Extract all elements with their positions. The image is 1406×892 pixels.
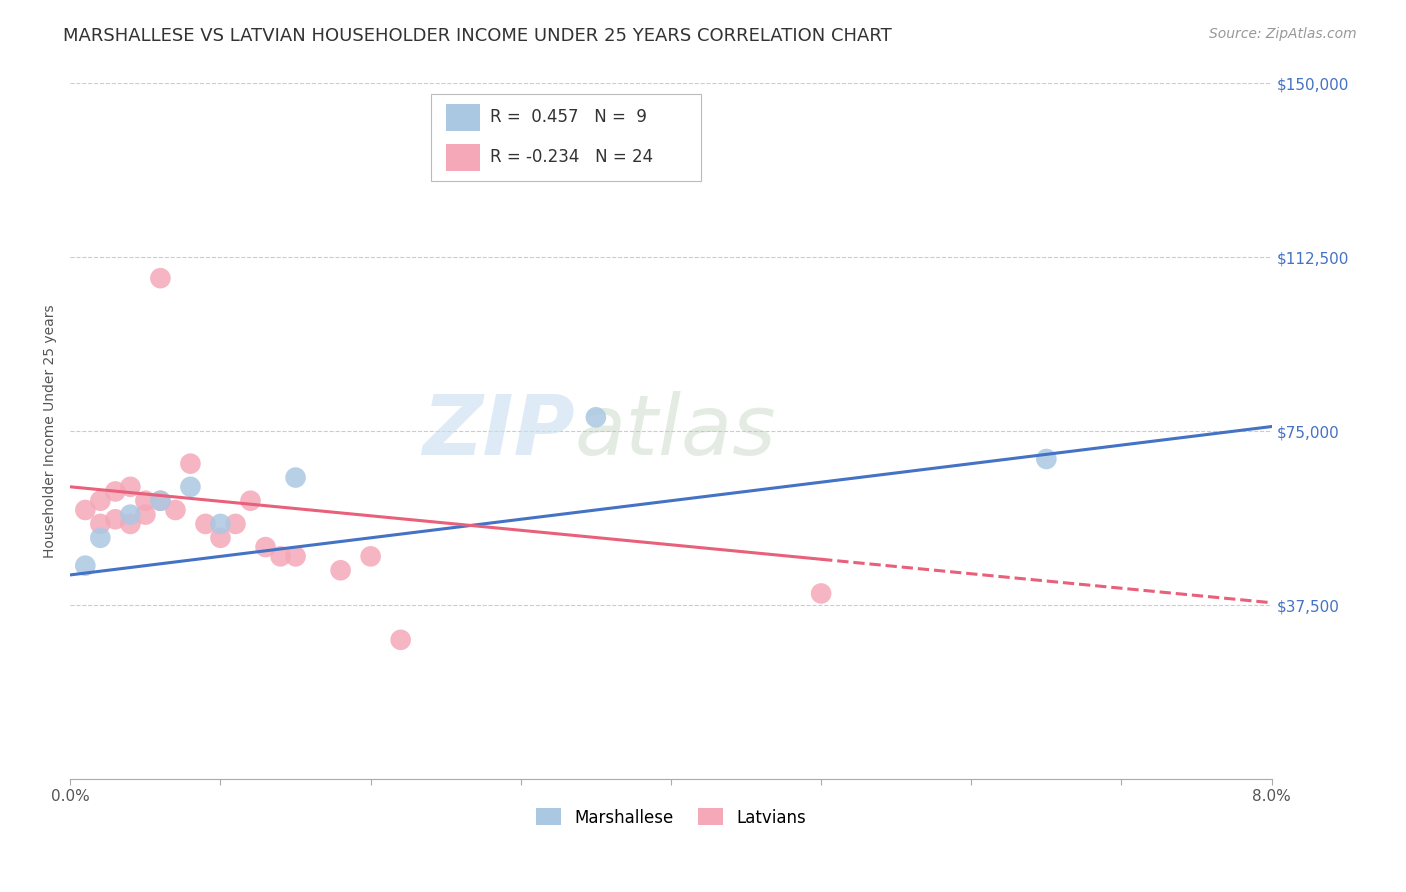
Bar	[446, 104, 479, 130]
Point	[254, 540, 277, 554]
Point	[75, 558, 97, 573]
Point	[104, 512, 127, 526]
Point	[209, 516, 232, 531]
Point	[89, 531, 111, 545]
Text: R =  0.457   N =  9: R = 0.457 N = 9	[489, 108, 647, 127]
Point	[120, 480, 142, 494]
Point	[224, 516, 246, 531]
Point	[149, 271, 172, 285]
Y-axis label: Householder Income Under 25 years: Householder Income Under 25 years	[44, 304, 58, 558]
Point	[179, 480, 201, 494]
Point	[284, 549, 307, 564]
Point	[389, 632, 412, 647]
Point	[89, 493, 111, 508]
Point	[1035, 452, 1057, 467]
Point	[585, 410, 607, 425]
Point	[165, 503, 187, 517]
Point	[179, 457, 201, 471]
Point	[360, 549, 382, 564]
Point	[284, 470, 307, 484]
Bar	[446, 145, 479, 170]
Point	[104, 484, 127, 499]
Point	[120, 508, 142, 522]
Point	[134, 493, 156, 508]
Point	[134, 508, 156, 522]
Point	[194, 516, 217, 531]
Point	[810, 586, 832, 600]
FancyBboxPatch shape	[430, 94, 702, 181]
Point	[149, 493, 172, 508]
Point	[329, 563, 352, 577]
Point	[209, 531, 232, 545]
Point	[270, 549, 292, 564]
Point	[89, 516, 111, 531]
Text: ZIP: ZIP	[422, 391, 575, 472]
Text: MARSHALLESE VS LATVIAN HOUSEHOLDER INCOME UNDER 25 YEARS CORRELATION CHART: MARSHALLESE VS LATVIAN HOUSEHOLDER INCOM…	[63, 27, 891, 45]
Text: atlas: atlas	[575, 391, 776, 472]
Legend: Marshallese, Latvians: Marshallese, Latvians	[529, 802, 813, 833]
Text: Source: ZipAtlas.com: Source: ZipAtlas.com	[1209, 27, 1357, 41]
Text: R = -0.234   N = 24: R = -0.234 N = 24	[489, 148, 652, 166]
Point	[239, 493, 262, 508]
Point	[75, 503, 97, 517]
Point	[149, 493, 172, 508]
Point	[120, 516, 142, 531]
